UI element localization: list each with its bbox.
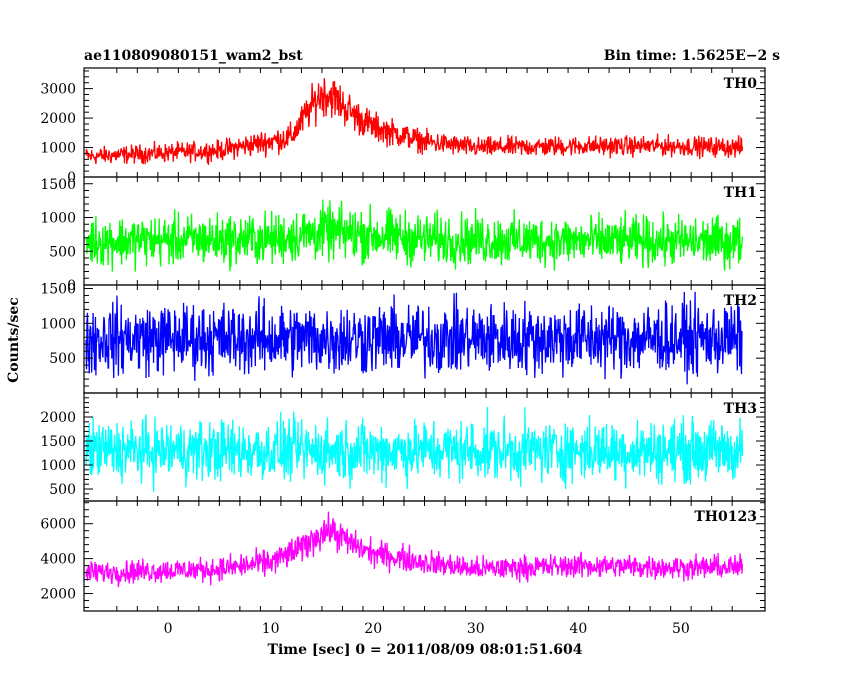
y-tick-label: 2000 [40,111,76,127]
panel-frame [83,67,766,178]
panel-label-th1: TH1 [724,185,757,201]
y-tick-label: 6000 [40,517,76,533]
series-th0-line [85,78,744,165]
y-tick-label: 3000 [40,82,76,98]
y-tick-label: 0 [67,170,76,186]
y-tick-label: 1000 [40,141,76,157]
x-axis-label: Time [sec] 0 = 2011/08/09 08:01:51.604 [268,642,583,658]
series-th2-line [85,291,743,385]
y-tick-label: 4000 [40,552,76,568]
series-th0123-line [85,511,744,588]
y-tick-label: 500 [49,351,76,367]
y-tick-label: 0 [67,278,76,294]
x-tick-label: 50 [672,621,690,637]
series-th3-line [85,407,744,493]
panel-th1: 0 500 1000 1500 TH1 [40,176,766,294]
panel-th0: 0 1000 2000 3000 TH0 [40,67,766,186]
panel-label-th0: TH0 [724,76,758,92]
y-tick-label: 2000 [40,410,76,426]
y-tick-label: 1500 [40,281,76,297]
x-tick-label: 0 [164,621,173,637]
y-tick-label: 500 [49,482,76,498]
series-th1-line [85,199,744,272]
panel-th3: 500 1000 1500 2000 TH3 [40,392,766,502]
panel-th0123: 2000 4000 6000 TH0123 [40,500,766,612]
panel-label-th0123: TH0123 [694,509,757,525]
y-tick-label: 1500 [40,434,76,450]
y-tick-label: 2000 [40,587,76,603]
y-axis-label: Counts/sec [6,297,22,383]
x-tick-label: 10 [262,621,280,637]
x-tick-label: 30 [467,621,485,637]
bin-time-label: Bin time: 1.5625E−2 s [604,48,780,64]
x-tick-label: 40 [569,621,587,637]
y-tick-label: 1000 [40,211,76,227]
y-tick-label: 1000 [40,316,76,332]
panel-th2: 500 1000 1500 TH2 [40,281,766,394]
y-tick-label: 1000 [40,458,76,474]
panel-label-th3: TH3 [724,401,757,417]
panel-label-th2: TH2 [724,293,757,309]
y-tick-label: 500 [49,244,76,260]
chart-title: ae110809080151_wam2_bst [84,48,303,64]
panel-frame [83,500,766,612]
x-tick-label: 20 [364,621,382,637]
y-tick-label: 1500 [40,177,76,193]
